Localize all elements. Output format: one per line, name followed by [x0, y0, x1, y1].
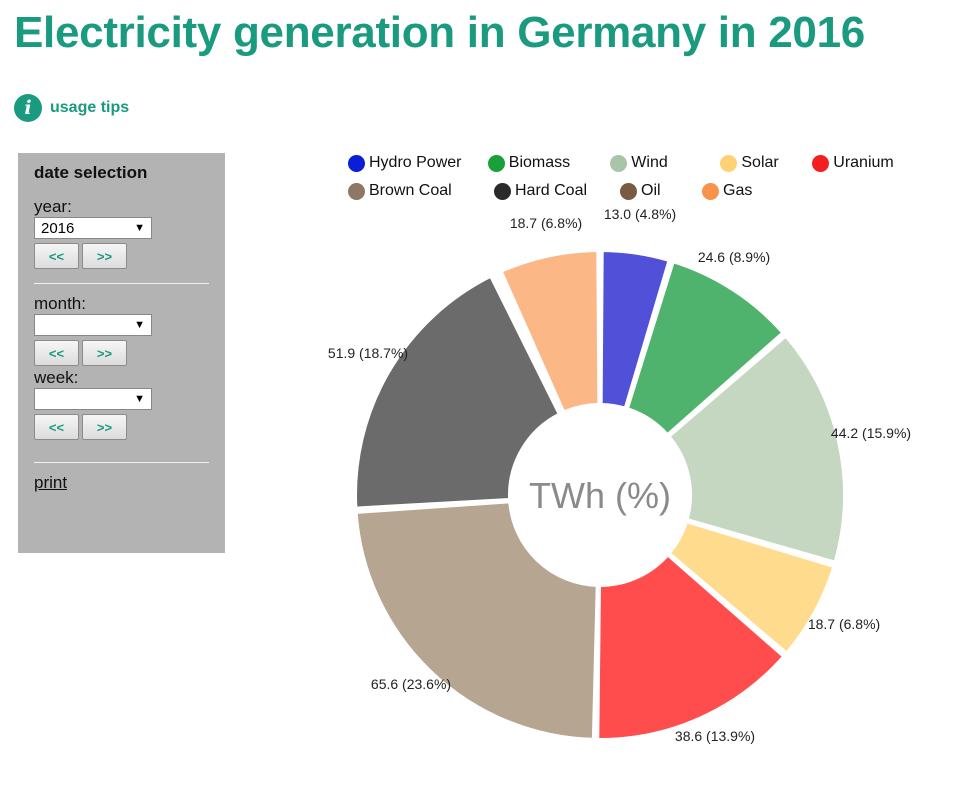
chart-legend: Hydro Power Biomass Wind Solar Uranium Brown…	[348, 149, 908, 205]
week-select[interactable]: ▼	[34, 388, 152, 410]
slice-label-uranium: 38.6 (13.9%)	[675, 728, 755, 744]
legend-item-hard-coal[interactable]: Hard Coal	[494, 182, 620, 200]
month-next-button[interactable]: >>	[82, 340, 127, 366]
slice-label-brown-coal: 65.6 (23.6%)	[371, 676, 451, 692]
legend-item-hydro-power[interactable]: Hydro Power	[348, 154, 488, 172]
legend-label: Hard Coal	[515, 182, 588, 199]
slice-label-hard-coal: 51.9 (18.7%)	[328, 345, 408, 361]
month-select[interactable]: ▼	[34, 314, 152, 336]
legend-item-brown-coal[interactable]: Brown Coal	[348, 182, 494, 200]
year-select-value: 2016	[41, 219, 75, 237]
slice-label-hydro-power: 13.0 (4.8%)	[604, 206, 676, 222]
divider	[34, 462, 209, 463]
week-prev-button[interactable]: <<	[34, 414, 79, 440]
divider	[34, 283, 209, 284]
print-link[interactable]: print	[34, 473, 68, 492]
legend-label: Hydro Power	[369, 154, 462, 171]
legend-item-wind[interactable]: Wind	[610, 154, 720, 172]
dropdown-caret-icon: ▼	[134, 393, 145, 405]
legend-label: Uranium	[833, 154, 894, 171]
date-selection-panel: date selection year: 2016 ▼ << >> month:…	[18, 153, 225, 553]
legend-swatch	[494, 182, 511, 200]
slice-wind[interactable]	[666, 333, 847, 565]
legend-label: Solar	[741, 154, 779, 171]
dropdown-caret-icon: ▼	[134, 222, 145, 234]
slice-label-solar: 18.7 (6.8%)	[808, 616, 880, 632]
legend-item-biomass[interactable]: Biomass	[487, 154, 611, 172]
legend-swatch	[487, 154, 505, 172]
legend-label: Biomass	[508, 154, 571, 171]
year-next-button[interactable]: >>	[82, 243, 127, 269]
year-label: year:	[34, 197, 72, 216]
legend-item-uranium[interactable]: Uranium	[812, 154, 908, 172]
legend-item-solar[interactable]: Solar	[720, 154, 812, 172]
legend-swatch	[812, 154, 830, 172]
legend-row: Brown Coal Hard Coal Oil Gas	[348, 177, 908, 205]
legend-label: Oil	[641, 182, 661, 199]
slice-label-biomass: 24.6 (8.9%)	[698, 249, 770, 265]
legend-label: Gas	[723, 182, 753, 199]
week-label: week:	[34, 368, 79, 387]
month-prev-button[interactable]: <<	[34, 340, 79, 366]
info-icon[interactable]: i	[14, 94, 42, 122]
legend-swatch	[348, 154, 365, 172]
usage-tips-label[interactable]: usage tips	[50, 99, 130, 116]
week-next-button[interactable]: >>	[82, 414, 127, 440]
date-selection-heading: date selection	[34, 163, 148, 182]
month-label: month:	[34, 294, 86, 313]
slice-label-gas: 18.7 (6.8%)	[510, 215, 582, 231]
legend-label: Brown Coal	[369, 182, 452, 199]
page-title: Electricity generation in Germany in 201…	[14, 8, 865, 57]
legend-swatch	[610, 154, 628, 172]
usage-tips-link[interactable]: i usage tips	[14, 94, 129, 122]
legend-row: Hydro Power Biomass Wind Solar Uranium	[348, 149, 908, 177]
slice-solar[interactable]	[666, 519, 837, 656]
slice-hydro-power[interactable]	[598, 248, 672, 411]
slice-gas[interactable]	[498, 248, 602, 415]
legend-label: Wind	[631, 154, 668, 171]
center-unit-label: TWh (%)	[529, 475, 671, 516]
legend-swatch	[720, 154, 738, 172]
slice-label-wind: 44.2 (15.9%)	[831, 425, 911, 441]
legend-swatch	[620, 182, 637, 200]
legend-swatch	[702, 182, 719, 200]
legend-swatch	[348, 182, 365, 200]
slice-biomass[interactable]	[624, 259, 786, 438]
slice-uranium[interactable]	[595, 552, 787, 742]
year-select[interactable]: 2016 ▼	[34, 217, 152, 239]
legend-item-gas[interactable]: Gas	[702, 182, 782, 200]
legend-item-oil[interactable]: Oil	[620, 182, 702, 200]
year-prev-button[interactable]: <<	[34, 243, 79, 269]
slice-brown-coal[interactable]	[353, 499, 600, 742]
slice-hard-coal[interactable]	[353, 273, 562, 511]
dropdown-caret-icon: ▼	[134, 319, 145, 331]
